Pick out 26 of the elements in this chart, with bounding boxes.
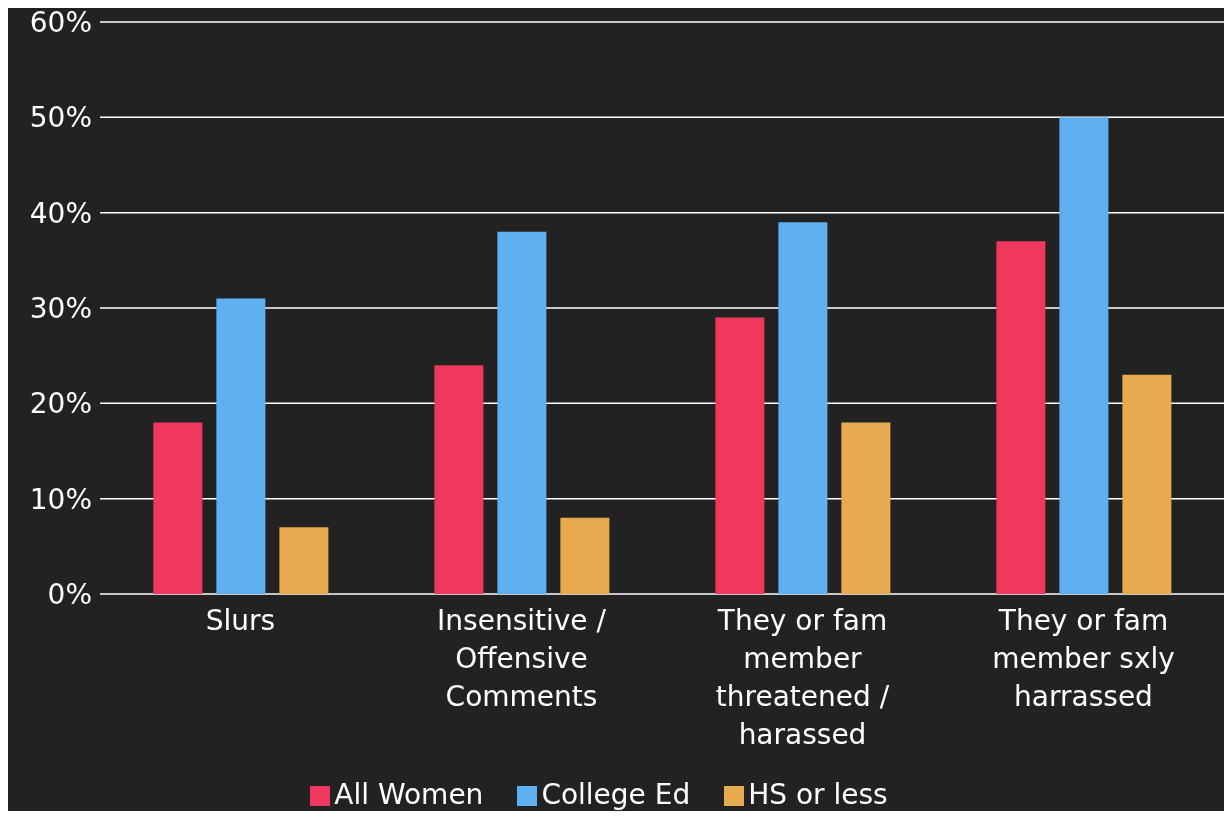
- bar: [715, 317, 765, 594]
- y-tick-label: 20%: [29, 387, 92, 421]
- x-tick-label: They or fam member sxly harrassed: [992, 604, 1175, 713]
- bar: [153, 422, 203, 594]
- bar: [560, 517, 610, 594]
- legend-label: HS or less: [748, 778, 888, 811]
- x-tick-label: Insensitive / Offensive Comments: [437, 604, 607, 713]
- legend-label: All Women: [334, 778, 484, 811]
- x-tick-label: They or fam member threatened / harassed: [715, 604, 890, 751]
- bar: [434, 365, 484, 594]
- legend-label: College Ed: [541, 778, 691, 811]
- bar: [996, 241, 1046, 594]
- y-tick-label: 10%: [29, 482, 92, 516]
- y-tick-label: 60%: [29, 5, 92, 39]
- y-tick-label: 50%: [29, 101, 92, 135]
- y-tick-label: 30%: [29, 291, 92, 325]
- bar: [841, 422, 891, 594]
- bar: [216, 298, 266, 594]
- bar: [1122, 374, 1172, 594]
- bar: [279, 527, 329, 594]
- bar: [497, 231, 547, 594]
- y-tick-label: 0%: [47, 577, 92, 611]
- y-tick-label: 40%: [29, 196, 92, 230]
- bar: [778, 222, 828, 594]
- bar: [1059, 117, 1109, 594]
- x-tick-label: Slurs: [205, 604, 276, 637]
